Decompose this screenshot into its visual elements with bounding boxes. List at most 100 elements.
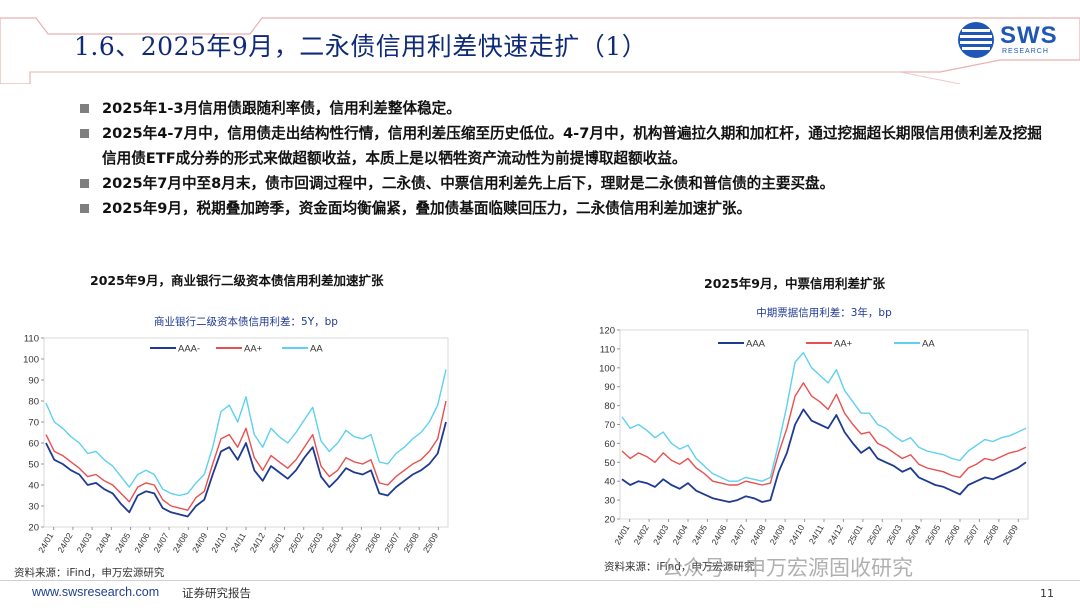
y-tick-label: 50: [604, 458, 615, 469]
series-line-AAplus: [45, 400, 447, 511]
x-tick-label: 24/05: [113, 531, 132, 555]
y-tick-label: 90: [604, 382, 615, 393]
x-tick-label: 24/03: [651, 523, 670, 547]
chart-title: 中期票据信用利差：3年，bp: [756, 306, 892, 319]
x-tick-label: 25/01: [845, 523, 864, 547]
y-tick-label: 90: [28, 376, 39, 387]
left-chart-heading: 2025年9月，商业银行二级资本债信用利差加速扩张: [90, 273, 384, 288]
y-tick-label: 120: [599, 326, 615, 337]
series-line-AAA: [621, 408, 1027, 503]
y-tick-label: 40: [28, 481, 39, 492]
series-line-AAAminus: [45, 421, 447, 518]
x-tick-label: 24/09: [190, 531, 209, 555]
footer-website-link[interactable]: www.swsresearch.com: [32, 585, 160, 599]
legend-label: AAA-: [178, 344, 200, 355]
y-tick-label: 50: [28, 460, 39, 471]
plot-frame: [43, 337, 449, 528]
x-tick-label: 24/12: [826, 523, 845, 547]
sws-logo-icon: [958, 22, 994, 58]
x-tick-label: 25/09: [421, 531, 440, 555]
bullet-item: 2025年9月，税期叠加跨季，资金面均衡偏紧，叠加债基面临赎回压力，二永债信用利…: [80, 196, 1044, 221]
footer-divider: [0, 580, 1080, 581]
y-tick-label: 30: [604, 496, 615, 507]
series-line-AA: [45, 369, 447, 497]
y-tick-label: 70: [28, 418, 39, 429]
x-tick-label: 25/01: [267, 531, 286, 555]
legend-label: AA: [922, 339, 935, 350]
x-tick-label: 24/11: [229, 531, 248, 554]
bullet-list: 2025年1-3月信用债跟随利率债，信用利差整体稳定。 2025年4-7月中，信…: [80, 96, 1044, 221]
y-tick-label: 100: [599, 363, 615, 374]
bullet-item: 2025年4-7月中，信用债走出结构性行情，信用利差压缩至历史低位。4-7月中，…: [80, 121, 1044, 171]
x-tick-label: 25/08: [981, 523, 1000, 547]
x-tick-label: 24/03: [75, 531, 94, 555]
x-tick-label: 25/07: [962, 523, 981, 547]
x-tick-label: 25/02: [865, 523, 884, 547]
x-tick-label: 25/05: [344, 531, 363, 555]
y-tick-label: 20: [28, 523, 39, 534]
y-tick-label: 70: [604, 420, 615, 431]
x-tick-label: 25/04: [325, 531, 344, 555]
x-tick-label: 24/11: [807, 523, 826, 546]
x-tick-label: 24/08: [171, 531, 190, 555]
y-tick-label: 80: [604, 401, 615, 412]
bullet-item: 2025年1-3月信用债跟随利率债，信用利差整体稳定。: [80, 96, 1044, 121]
logo-text: SWS: [1000, 22, 1058, 49]
x-tick-label: 25/04: [904, 523, 923, 547]
x-tick-label: 25/06: [363, 531, 382, 555]
logo-subtext: RESEARCH: [1002, 48, 1049, 55]
x-tick-label: 25/06: [942, 523, 961, 547]
y-tick-label: 60: [28, 439, 39, 450]
y-tick-label: 110: [600, 344, 615, 355]
x-tick-label: 24/01: [36, 531, 55, 555]
x-tick-label: 24/07: [151, 531, 170, 555]
legend-label: AAA: [746, 339, 766, 350]
page-number: 11: [1040, 587, 1054, 600]
x-tick-label: 24/09: [768, 523, 787, 547]
x-tick-label: 24/01: [612, 523, 631, 547]
y-tick-label: 110: [24, 334, 39, 345]
x-tick-label: 24/12: [248, 531, 267, 555]
legend-label: AA: [310, 344, 323, 355]
right-source-note: 资料来源：iFind，申万宏源研究: [604, 561, 755, 573]
y-tick-label: 100: [23, 355, 39, 366]
x-tick-label: 25/07: [382, 531, 401, 555]
watermark: 公众号 · 申万宏源固收研究: [662, 556, 914, 580]
page-title: 1.6、2025年9月，二永债信用利差快速走扩（1）: [74, 32, 648, 61]
right-chart: 中期票据信用利差：3年，bp 20 30 40 50 60 70 80 90 100 110 120 2…: [599, 306, 1029, 547]
plot-frame: [619, 329, 1029, 520]
footer-report-type: 证券研究报告: [182, 586, 251, 600]
series-line-AAplus: [621, 382, 1027, 486]
x-tick-label: 24/10: [787, 523, 806, 547]
y-tick-label: 20: [604, 515, 615, 526]
left-chart: 商业银行二级资本债信用利差：5Y，bp 20 30 40 50 60 70 80 90 100 11…: [23, 315, 449, 555]
x-tick-label: 25/03: [884, 523, 903, 547]
x-tick-label: 24/10: [209, 531, 228, 555]
x-tick-label: 24/06: [709, 523, 728, 547]
x-tick-label: 25/08: [402, 531, 421, 555]
y-tick-label: 60: [604, 439, 615, 450]
series-line-AA: [621, 352, 1027, 482]
x-tick-label: 24/02: [632, 523, 651, 547]
chart-title: 商业银行二级资本债信用利差：5Y，bp: [154, 315, 338, 328]
x-tick-label: 24/02: [55, 531, 74, 555]
x-tick-label: 24/08: [748, 523, 767, 547]
title-bar-background: [0, 17, 1080, 84]
x-tick-label: 25/03: [305, 531, 324, 555]
x-tick-label: 24/05: [690, 523, 709, 547]
legend-label: AA+: [834, 339, 853, 350]
sws-logo: SWS RESEARCH: [956, 20, 1066, 60]
x-tick-label: 24/06: [132, 531, 151, 555]
x-tick-label: 24/04: [670, 523, 689, 547]
title-bar: 1.6、2025年9月，二永债信用利差快速走扩（1） SWS RESEARCH: [0, 0, 1080, 84]
bullet-item: 2025年7月中至8月末，债市回调过程中，二永债、中票信用利差先上后下，理财是二…: [80, 171, 1044, 196]
y-tick-label: 80: [28, 397, 39, 408]
y-tick-label: 30: [28, 502, 39, 513]
x-tick-label: 24/07: [729, 523, 748, 547]
x-tick-label: 25/09: [1001, 523, 1020, 547]
legend-label: AA+: [244, 344, 263, 355]
x-tick-label: 25/02: [286, 531, 305, 555]
x-tick-label: 24/04: [94, 531, 113, 555]
y-tick-label: 40: [604, 477, 615, 488]
right-chart-heading: 2025年9月，中票信用利差扩张: [704, 276, 885, 291]
